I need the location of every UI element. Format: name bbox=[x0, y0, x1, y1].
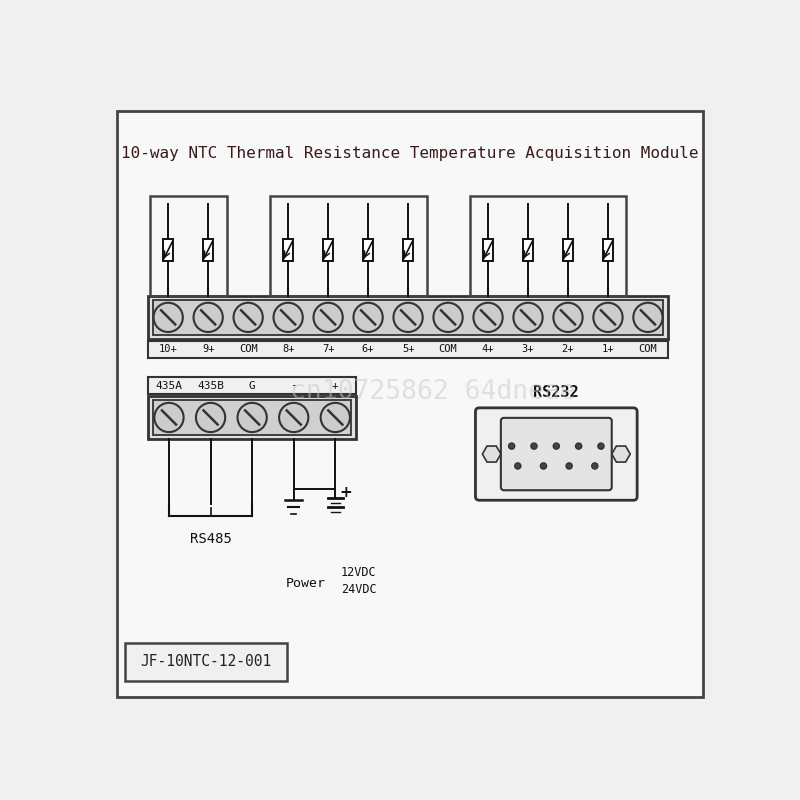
Circle shape bbox=[531, 443, 537, 449]
FancyBboxPatch shape bbox=[475, 408, 637, 500]
Circle shape bbox=[598, 443, 604, 449]
Text: 3+: 3+ bbox=[522, 344, 534, 354]
Text: JF-10NTC-12-001: JF-10NTC-12-001 bbox=[140, 654, 271, 670]
Bar bbox=[125, 642, 287, 682]
Bar bbox=[148, 396, 356, 438]
Circle shape bbox=[594, 302, 622, 332]
Text: +: + bbox=[332, 381, 338, 390]
Text: 10+: 10+ bbox=[159, 344, 178, 354]
Circle shape bbox=[554, 302, 582, 332]
Bar bbox=[470, 196, 626, 296]
Circle shape bbox=[566, 463, 572, 469]
Circle shape bbox=[474, 302, 502, 332]
FancyBboxPatch shape bbox=[501, 418, 612, 490]
Text: COM: COM bbox=[238, 344, 258, 354]
Circle shape bbox=[154, 302, 183, 332]
Circle shape bbox=[321, 403, 350, 432]
Bar bbox=[148, 377, 356, 394]
Circle shape bbox=[194, 302, 223, 332]
Text: 9+: 9+ bbox=[202, 344, 214, 354]
Text: 12VDC
24VDC: 12VDC 24VDC bbox=[341, 566, 376, 596]
Text: Power: Power bbox=[286, 578, 326, 590]
Bar bbox=[563, 239, 573, 261]
Text: 6+: 6+ bbox=[362, 344, 374, 354]
Polygon shape bbox=[612, 446, 630, 462]
Text: cn10725862 64dneae: cn10725862 64dneae bbox=[290, 379, 576, 406]
Circle shape bbox=[540, 463, 546, 469]
Bar bbox=[203, 239, 213, 261]
Circle shape bbox=[314, 302, 342, 332]
Circle shape bbox=[514, 302, 542, 332]
Circle shape bbox=[394, 302, 422, 332]
Circle shape bbox=[354, 302, 382, 332]
Text: COM: COM bbox=[438, 344, 458, 354]
Bar bbox=[148, 341, 668, 358]
Text: +: + bbox=[340, 485, 353, 500]
Bar bbox=[283, 239, 293, 261]
Circle shape bbox=[234, 302, 262, 332]
Bar bbox=[148, 296, 668, 338]
Circle shape bbox=[279, 403, 308, 432]
Circle shape bbox=[238, 403, 266, 432]
Circle shape bbox=[514, 463, 521, 469]
Bar bbox=[523, 239, 533, 261]
Circle shape bbox=[434, 302, 462, 332]
Text: RS485: RS485 bbox=[190, 532, 231, 546]
Text: 1+: 1+ bbox=[602, 344, 614, 354]
Text: 435A: 435A bbox=[155, 381, 182, 390]
Circle shape bbox=[154, 403, 184, 432]
Text: 5+: 5+ bbox=[402, 344, 414, 354]
Bar bbox=[270, 196, 426, 296]
Bar bbox=[603, 239, 613, 261]
Circle shape bbox=[554, 443, 559, 449]
Circle shape bbox=[592, 463, 598, 469]
Text: 2+: 2+ bbox=[562, 344, 574, 354]
Bar bbox=[150, 196, 226, 296]
Text: 7+: 7+ bbox=[322, 344, 334, 354]
Text: COM: COM bbox=[638, 344, 658, 354]
Text: 4+: 4+ bbox=[482, 344, 494, 354]
Text: -: - bbox=[290, 381, 297, 390]
Bar bbox=[483, 239, 493, 261]
Bar bbox=[323, 239, 333, 261]
Bar bbox=[153, 400, 351, 435]
Text: 435B: 435B bbox=[197, 381, 224, 390]
Bar bbox=[163, 239, 173, 261]
Circle shape bbox=[509, 443, 514, 449]
Circle shape bbox=[274, 302, 302, 332]
Text: RS232: RS232 bbox=[534, 385, 579, 400]
Bar bbox=[403, 239, 413, 261]
Text: 10-way NTC Thermal Resistance Temperature Acquisition Module: 10-way NTC Thermal Resistance Temperatur… bbox=[122, 146, 698, 162]
Polygon shape bbox=[482, 446, 501, 462]
Circle shape bbox=[196, 403, 226, 432]
Circle shape bbox=[634, 302, 662, 332]
Text: G: G bbox=[249, 381, 255, 390]
Bar bbox=[153, 300, 663, 334]
Text: 8+: 8+ bbox=[282, 344, 294, 354]
Circle shape bbox=[575, 443, 582, 449]
Bar bbox=[363, 239, 373, 261]
